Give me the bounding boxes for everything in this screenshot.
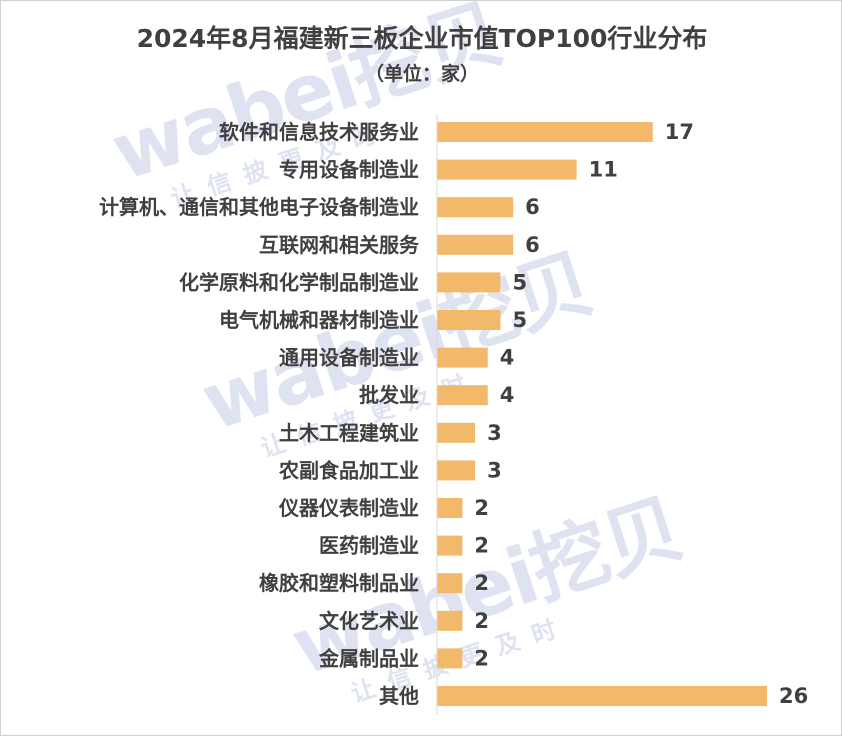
- value-label: 2: [474, 534, 489, 558]
- bar: [437, 460, 476, 481]
- value-label: 11: [589, 158, 618, 182]
- category-label: 软件和信息技术服务业: [219, 120, 419, 144]
- value-label: 2: [474, 646, 489, 670]
- value-label: 2: [474, 571, 489, 595]
- value-label: 5: [512, 308, 527, 332]
- category-label: 通用设备制造业: [279, 346, 419, 370]
- value-label: 6: [525, 195, 540, 219]
- value-label: 2: [474, 609, 489, 633]
- bar: [437, 272, 501, 293]
- category-label: 专用设备制造业: [279, 158, 419, 182]
- category-label: 文化艺术业: [319, 609, 419, 633]
- category-label: 金属制品业: [318, 646, 419, 670]
- bar: [437, 648, 463, 669]
- category-label: 计算机、通信和其他电子设备制造业: [99, 195, 419, 219]
- value-label: 26: [779, 684, 808, 708]
- bar: [437, 234, 514, 255]
- value-label: 4: [500, 346, 515, 370]
- category-label: 互联网和相关服务: [259, 233, 420, 257]
- value-label: 3: [487, 421, 502, 445]
- chart-title: 2024年8月福建新三板企业市值TOP100行业分布: [136, 24, 708, 53]
- bar: [437, 197, 514, 218]
- category-label: 电气机械和器材制造业: [219, 308, 419, 332]
- bar: [437, 385, 488, 406]
- bar: [437, 159, 577, 180]
- value-label: 5: [512, 270, 527, 294]
- category-label: 仪器仪表制造业: [278, 496, 419, 520]
- value-label: 2: [474, 496, 489, 520]
- category-label: 土木工程建筑业: [279, 421, 419, 445]
- bar: [437, 347, 488, 368]
- bar: [437, 310, 501, 330]
- category-label: 化学原料和化学制品制造业: [179, 270, 419, 294]
- category-label: 其他: [379, 684, 419, 708]
- bar: [437, 535, 463, 556]
- bar: [437, 686, 767, 706]
- value-label: 4: [500, 383, 515, 407]
- bar: [437, 610, 463, 631]
- chart-subtitle: （单位：家）: [364, 63, 479, 85]
- bar: [437, 122, 653, 142]
- bar: [437, 422, 476, 443]
- bar: [437, 573, 463, 594]
- category-label: 橡胶和塑料制品业: [259, 571, 419, 595]
- category-label: 农副食品加工业: [278, 458, 419, 482]
- value-label: 3: [487, 458, 502, 482]
- category-label: 医药制造业: [319, 534, 419, 558]
- value-label: 17: [665, 120, 694, 144]
- bar: [437, 498, 463, 518]
- value-label: 6: [525, 233, 540, 257]
- category-label: 批发业: [359, 383, 419, 407]
